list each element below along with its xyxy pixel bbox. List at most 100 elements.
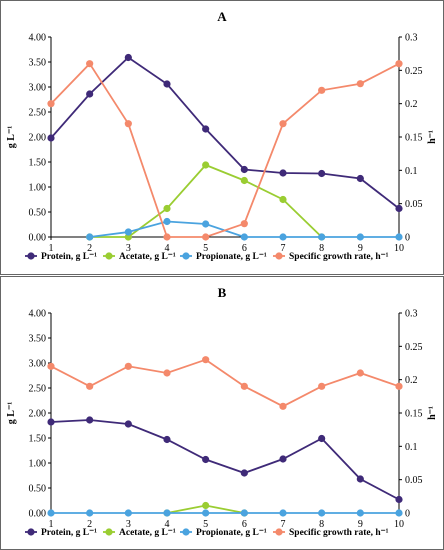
data-point [318,382,326,390]
right-tick-label: 0.05 [405,199,423,210]
x-tick-label: 8 [319,519,324,530]
data-point [86,233,94,241]
data-point [356,369,364,377]
legend-label: Acetate, g L⁻¹ [119,528,176,538]
left-tick-label: 0.00 [29,233,47,244]
data-point [240,382,248,390]
data-point [318,509,326,517]
left-tick-label: 2.00 [29,409,47,420]
legend-marker [105,252,113,260]
legend-label: Propionate, g L⁻¹ [196,252,267,262]
data-point [279,169,287,177]
data-point [279,455,287,463]
right-tick-label: 0.15 [405,133,423,144]
data-point [86,60,94,68]
data-point [395,60,403,68]
data-point [279,195,287,204]
data-point [240,469,248,477]
data-point [202,220,210,228]
x-tick-label: 3 [126,243,131,254]
data-point [356,509,364,517]
x-tick-label: 1 [49,243,54,254]
x-tick-label: 6 [242,519,247,530]
data-point [86,416,94,424]
legend-label: Acetate, g L⁻¹ [119,252,176,262]
series-line [50,419,400,501]
data-point [395,509,403,517]
x-tick-label: 5 [203,243,208,254]
data-point [163,369,171,377]
data-point [124,420,132,428]
right-tick-label: 0.2 [405,99,418,110]
data-point [47,134,55,142]
x-tick-label: 1 [49,519,54,530]
data-point [356,80,364,88]
data-point [279,233,287,241]
x-tick-label: 5 [203,519,208,530]
data-point [240,220,248,228]
data-point [124,233,132,241]
data-point [202,125,210,133]
right-tick-label: 0 [405,233,410,244]
legend-marker [27,252,35,260]
x-tick-label: 7 [281,519,286,530]
legend-label: Protein, g L⁻¹ [41,252,97,262]
chart-b-svg: B 0.00 0.50 1.00 1.50 2.00 2.50 3.00 3.50 4.00 0 0.… [6,285,438,538]
legend-label: Specific growth rate, h⁻¹ [289,252,389,262]
data-point [124,53,132,62]
series-line [50,56,400,210]
data-point [163,204,171,213]
left-tick-label: 0.00 [29,509,47,520]
right-tick-label: 0.3 [405,309,418,320]
right-tick-label: 0.1 [405,166,418,177]
x-tick-label: 3 [126,519,131,530]
x-tick-label: 10 [394,519,404,530]
data-point [202,455,210,464]
series-line [50,62,400,238]
x-tick-label: 4 [165,519,170,530]
data-point [163,509,171,517]
data-point [279,402,287,410]
right-tick-label: 0.2 [405,375,418,386]
data-point [395,204,403,213]
panel-b: B 0.00 0.50 1.00 1.50 2.00 2.50 3.00 3.50 4.00 0 0.… [0,276,444,550]
x-tick-label: 9 [358,243,363,254]
y-axis-label-left: g L⁻¹ [6,126,17,148]
legend-label: Specific growth rate, h⁻¹ [289,528,389,538]
data-point [124,509,132,517]
x-tick-label: 6 [242,243,247,254]
legend-marker [105,528,113,536]
data-point [86,509,94,517]
data-point [47,418,55,426]
left-tick-label: 0.50 [29,484,47,495]
y-axis-label-right: h⁻¹ [427,130,438,144]
x-tick-label: 7 [281,243,286,254]
data-point [202,509,210,517]
right-tick-label: 0.05 [405,475,423,486]
series-line [50,358,400,408]
left-tick-label: 3.00 [29,83,47,94]
data-point [86,90,94,98]
chart-title: B [218,285,227,300]
right-tick-label: 0.1 [405,442,418,453]
data-point [163,435,171,444]
left-tick-label: 1.50 [29,434,47,445]
x-tick-label: 10 [394,243,404,254]
data-point [395,233,403,241]
left-tick-label: 2.50 [29,384,47,395]
data-point [47,509,55,517]
legend-label: Propionate, g L⁻¹ [196,528,267,538]
data-point [356,233,364,241]
y-axis-label-left: g L⁻¹ [6,402,17,424]
right-tick-label: 0.3 [405,33,418,44]
data-point [163,217,171,226]
left-tick-label: 3.50 [29,58,47,69]
data-point [279,120,287,128]
data-point [124,120,132,128]
data-point [279,509,287,517]
data-point [163,233,171,241]
panel-a: A 0.00 0.50 1.00 1.50 2.00 2.50 3.00 3.50 4.00 0 0.… [0,0,444,275]
data-point [202,356,210,364]
data-point [318,434,326,443]
